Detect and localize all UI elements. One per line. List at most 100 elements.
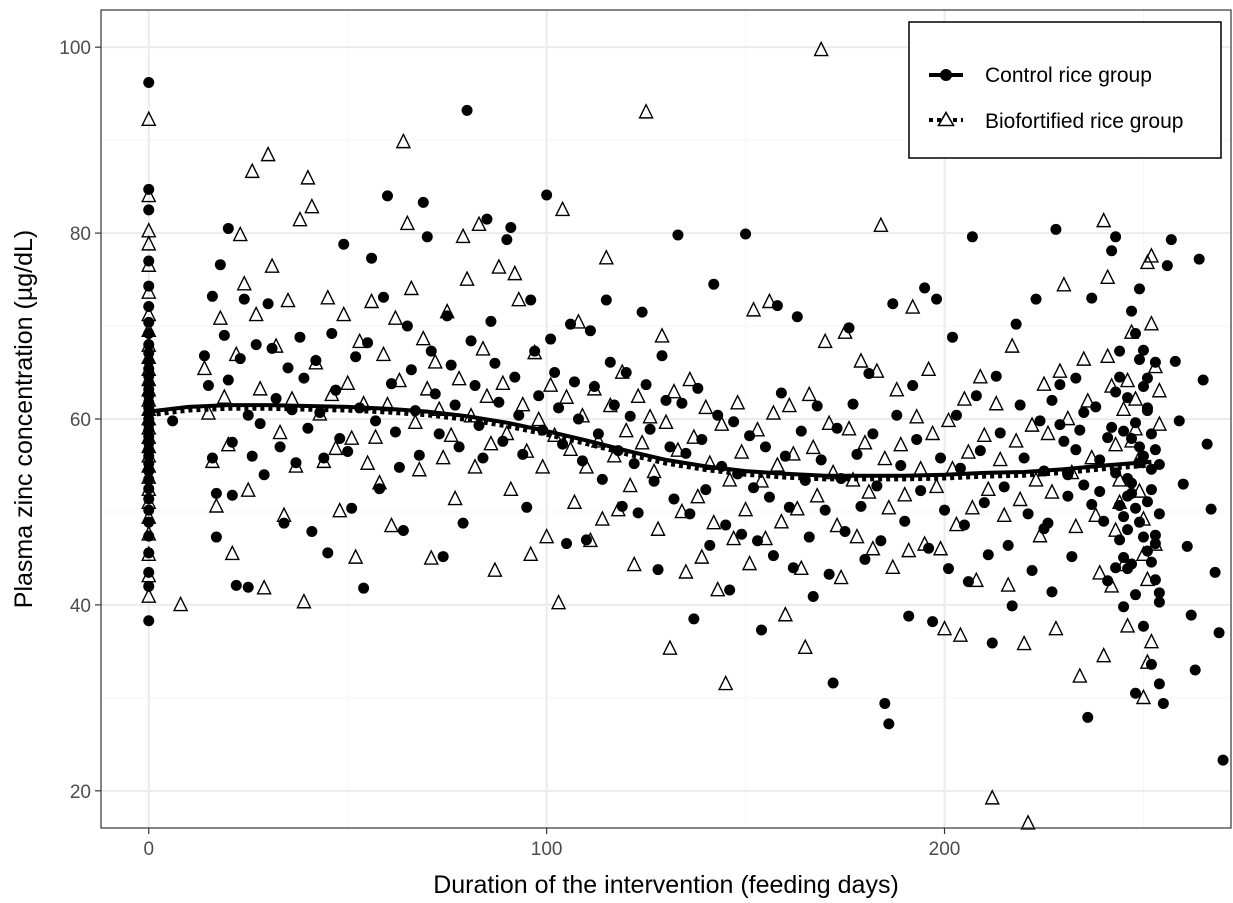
- point-control: [915, 485, 927, 497]
- point-biofortified: [650, 520, 666, 536]
- point-biofortified: [415, 329, 431, 346]
- point-control: [803, 531, 815, 543]
- point-control: [342, 446, 354, 458]
- point-control: [1118, 511, 1130, 523]
- point-biofortified: [475, 340, 491, 356]
- point-biofortified: [244, 162, 260, 179]
- point-biofortified: [332, 501, 348, 518]
- point-biofortified: [1032, 527, 1048, 543]
- point-control: [767, 550, 779, 562]
- point-control: [1038, 465, 1050, 477]
- point-control: [1137, 531, 1149, 543]
- point-biofortified: [523, 545, 539, 562]
- point-biofortified: [141, 305, 157, 322]
- point-biofortified: [594, 510, 610, 526]
- point-biofortified: [256, 579, 272, 595]
- point-control: [688, 613, 700, 625]
- point-control: [799, 474, 811, 486]
- point-biofortified: [141, 525, 157, 541]
- point-control: [505, 222, 517, 234]
- point-biofortified: [1100, 347, 1116, 364]
- point-biofortified: [308, 354, 324, 370]
- point-biofortified: [535, 458, 551, 474]
- point-control: [791, 311, 803, 323]
- point-biofortified: [264, 257, 280, 273]
- point-control: [811, 400, 823, 412]
- point-biofortified: [200, 404, 217, 420]
- point-control: [1130, 502, 1142, 514]
- point-biofortified: [777, 606, 794, 622]
- point-biofortified: [141, 567, 157, 583]
- point-biofortified: [1139, 653, 1156, 669]
- point-biofortified: [527, 343, 543, 360]
- point-control: [795, 425, 807, 437]
- point-biofortified: [678, 563, 694, 579]
- point-control: [1165, 234, 1177, 246]
- point-biofortified: [873, 216, 889, 232]
- point-biofortified: [558, 388, 575, 404]
- point-biofortified: [745, 301, 762, 317]
- point-control: [1114, 371, 1126, 383]
- point-biofortified: [881, 499, 897, 515]
- point-biofortified: [1119, 371, 1136, 388]
- point-biofortified: [495, 374, 511, 391]
- point-control: [724, 584, 736, 596]
- point-control: [604, 356, 616, 368]
- point-control: [974, 445, 986, 457]
- point-biofortified: [141, 437, 157, 454]
- point-biofortified: [515, 395, 531, 412]
- point-control: [732, 468, 744, 480]
- point-control: [346, 502, 358, 514]
- point-biofortified: [654, 327, 670, 343]
- point-control: [672, 229, 684, 241]
- point-biofortified: [511, 290, 527, 307]
- point-control: [545, 333, 557, 345]
- point-biofortified: [598, 249, 614, 265]
- point-control: [1133, 354, 1145, 366]
- point-biofortified: [694, 548, 710, 564]
- point-biofortified: [988, 395, 1004, 411]
- point-control: [823, 568, 835, 580]
- point-control: [250, 339, 262, 351]
- point-biofortified: [829, 516, 845, 533]
- point-biofortified: [1123, 323, 1140, 339]
- point-biofortified: [1024, 416, 1040, 432]
- point-biofortified: [1084, 448, 1100, 465]
- point-control: [736, 528, 748, 540]
- point-biofortified: [336, 305, 352, 322]
- point-control: [222, 222, 234, 234]
- point-control: [1126, 487, 1138, 499]
- point-control: [425, 345, 437, 357]
- point-control: [998, 481, 1010, 493]
- point-biofortified: [670, 441, 686, 457]
- point-control: [1197, 374, 1209, 386]
- point-biofortified: [789, 500, 805, 516]
- point-biofortified: [248, 305, 264, 322]
- point-biofortified: [718, 674, 734, 691]
- point-biofortified: [419, 380, 435, 396]
- point-control: [413, 449, 425, 461]
- point-biofortified: [363, 292, 380, 309]
- point-control: [1102, 432, 1114, 444]
- point-control: [927, 616, 939, 628]
- point-control: [389, 426, 401, 438]
- point-control: [895, 459, 907, 471]
- point-biofortified: [141, 419, 157, 435]
- point-control: [1137, 620, 1149, 632]
- point-biofortified: [503, 480, 519, 496]
- point-biofortified: [316, 452, 332, 469]
- smooth-curves: [148, 403, 1152, 482]
- point-control: [708, 278, 720, 290]
- point-control: [652, 564, 664, 576]
- point-biofortified: [1107, 435, 1124, 452]
- point-control: [557, 438, 569, 450]
- point-biofortified: [538, 527, 555, 544]
- point-biofortified: [849, 527, 865, 544]
- point-control: [489, 357, 501, 369]
- point-control: [521, 501, 533, 513]
- point-control: [525, 294, 537, 306]
- point-biofortified: [141, 110, 157, 127]
- point-control: [143, 580, 155, 592]
- point-control: [1122, 524, 1134, 536]
- point-biofortified: [141, 283, 157, 299]
